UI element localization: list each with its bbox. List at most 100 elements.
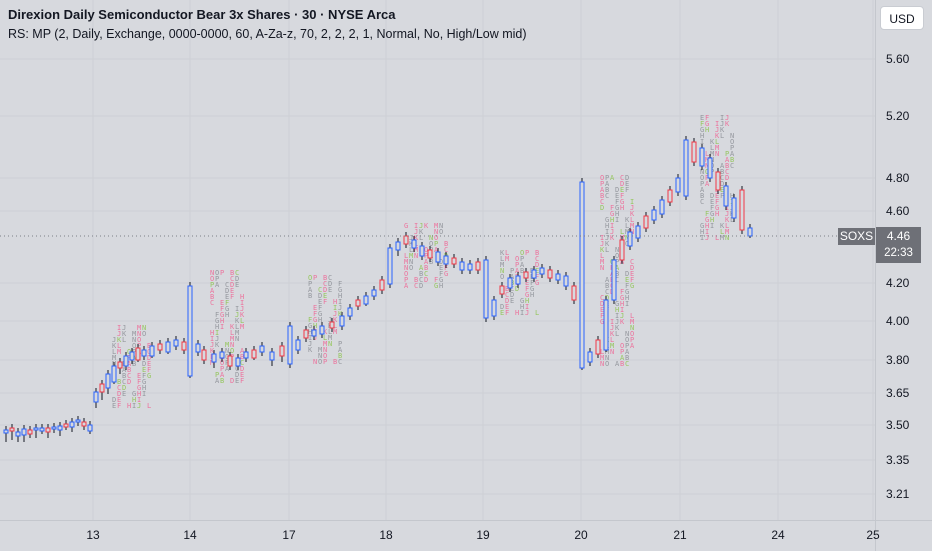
profile-letter: C <box>700 198 704 206</box>
profile-letter: D <box>515 285 519 293</box>
profile-letter: C <box>240 359 244 367</box>
candle-body <box>3 429 9 434</box>
candle-body <box>555 273 561 281</box>
profile-letter: L <box>715 138 719 146</box>
profile-letter: O <box>434 234 438 242</box>
profile-letter: K <box>323 328 328 336</box>
profile-letter: K <box>117 336 122 344</box>
candle-body <box>219 351 225 359</box>
profile-letter: C <box>225 281 229 289</box>
price-label: 4.60 <box>886 204 910 218</box>
profile-letter: C <box>127 372 131 380</box>
profile-letter: L <box>605 246 609 254</box>
candle-body <box>181 341 187 351</box>
profile-letter: E <box>625 180 629 188</box>
profile-letter: P <box>525 249 529 257</box>
candle-body <box>539 267 545 275</box>
profile-letter: C <box>615 276 619 284</box>
candle-body <box>531 269 537 279</box>
profile-letter: H <box>700 132 704 140</box>
currency-button[interactable]: USD <box>880 6 924 30</box>
indicator-legend[interactable]: RS: MP (2, Daily, Exchange, 0000-0000, 6… <box>8 27 527 41</box>
profile-letter: P <box>220 269 224 277</box>
candle-body <box>251 349 257 359</box>
profile-letter: B <box>720 168 724 176</box>
profile-letter: I <box>700 234 704 242</box>
candle-body <box>117 361 123 369</box>
profile-letter: O <box>220 359 224 367</box>
profile-letter: D <box>625 174 629 182</box>
profile-letter: K <box>424 222 429 230</box>
profile-letter: H <box>142 384 146 392</box>
profile-letter: A <box>705 180 710 188</box>
candle-body <box>235 357 241 367</box>
candle-body <box>619 239 625 261</box>
profile-letter: D <box>230 377 234 385</box>
profile-letter: J <box>720 120 724 128</box>
profile-letter: H <box>705 126 709 134</box>
profile-letter: N <box>630 324 634 332</box>
profile-letter: D <box>240 365 244 373</box>
profile-letter: A <box>424 258 429 266</box>
price-chart[interactable]: JKLMNODEIJKLMBCDEFJKLPABCDEOPABCDHMNOPAB… <box>0 0 875 520</box>
profile-letter: O <box>439 228 443 236</box>
profile-letter: I <box>710 222 714 230</box>
profile-letter: N <box>700 168 704 176</box>
profile-letter: H <box>308 328 312 336</box>
profile-letter: B <box>520 267 524 275</box>
profile-letter: L <box>600 348 604 356</box>
profile-letter: G <box>625 288 629 296</box>
profile-letter: G <box>705 216 709 224</box>
profile-letter: C <box>600 294 604 302</box>
profile-letter: M <box>600 258 604 266</box>
profile-letter: B <box>620 360 624 368</box>
profile-letter: K <box>720 222 725 230</box>
profile-letter: B <box>210 293 214 301</box>
profile-letter: N <box>235 335 239 343</box>
profile-letter: N <box>230 341 234 349</box>
profile-letter: O <box>137 336 141 344</box>
symbol-title[interactable]: Direxion Daily Semiconductor Bear 3x Sha… <box>8 7 396 22</box>
profile-letter: K <box>610 330 615 338</box>
profile-letter: O <box>424 246 428 254</box>
profile-letter: F <box>615 198 619 206</box>
profile-letter: G <box>434 282 438 290</box>
profile-letter: E <box>535 267 539 275</box>
profile-letter: E <box>323 292 327 300</box>
profile-letter: O <box>700 174 704 182</box>
candle-body <box>347 307 353 317</box>
chart-canvas[interactable]: JKLMNODEIJKLMBCDEFJKLPABCDEOPABCDHMNOPAB… <box>0 0 875 520</box>
profile-letter: G <box>705 120 709 128</box>
candle-body <box>475 261 481 271</box>
time-axis[interactable] <box>0 520 875 551</box>
last-price-tag: 4.46 22:33 <box>876 227 921 263</box>
candle-body <box>81 421 87 427</box>
candle-body <box>443 255 449 265</box>
candle-body <box>135 347 141 361</box>
profile-letter: N <box>409 258 413 266</box>
profile-letter: I <box>725 204 729 212</box>
profile-letter: K <box>710 138 715 146</box>
profile-letter: H <box>705 222 709 230</box>
profile-letter: E <box>147 360 151 368</box>
candle-body <box>379 279 385 291</box>
profile-letter: K <box>500 249 505 257</box>
profile-letter: H <box>318 316 322 324</box>
profile-letter: A <box>730 150 735 158</box>
candle-body <box>435 251 441 263</box>
profile-letter: P <box>404 276 408 284</box>
candle-body <box>303 329 309 339</box>
profile-letter: H <box>700 228 704 236</box>
profile-letter: B <box>147 342 151 350</box>
profile-letter: O <box>404 270 408 278</box>
profile-letter: P <box>730 144 734 152</box>
profile-letter: M <box>630 222 634 230</box>
profile-letter: C <box>730 162 734 170</box>
profile-letter: A <box>510 273 515 281</box>
candle-body <box>675 177 681 193</box>
profile-letter: O <box>225 353 229 361</box>
profile-letter: L <box>500 255 504 263</box>
profile-letter: K <box>600 246 605 254</box>
profile-letter: P <box>630 336 634 344</box>
profile-letter: G <box>610 210 614 218</box>
